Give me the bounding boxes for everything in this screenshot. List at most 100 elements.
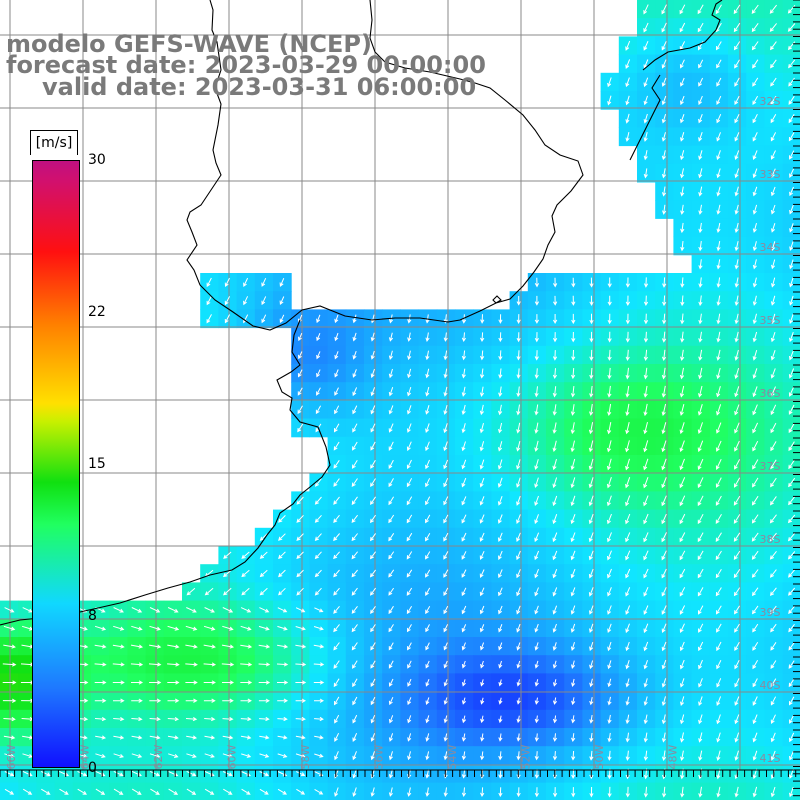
wind-arrow [333, 696, 340, 706]
wind-arrow [313, 626, 324, 631]
wind-arrow [186, 753, 197, 758]
wind-arrow [334, 369, 339, 378]
wind-arrow [498, 679, 503, 687]
wind-arrow [625, 587, 631, 597]
wind-arrow [370, 368, 375, 379]
wind-arrow [370, 624, 376, 633]
wind-arrow [552, 314, 558, 325]
wind-arrow [734, 732, 740, 743]
wind-arrow [334, 351, 339, 360]
wind-arrow [752, 186, 758, 197]
wind-arrow [788, 95, 795, 105]
wind-arrow [789, 750, 794, 761]
wind-arrow [516, 679, 521, 687]
wind-arrow [425, 459, 430, 470]
wind-arrow [316, 333, 321, 342]
lat-label: 39S [760, 606, 781, 619]
wind-arrow [734, 313, 739, 325]
wind-arrow [607, 641, 612, 652]
wind-arrow [661, 750, 667, 762]
wind-arrow [643, 277, 649, 288]
wind-arrow [534, 733, 539, 742]
wind-arrow [479, 386, 485, 397]
wind-arrow [516, 477, 521, 488]
wind-arrow [461, 660, 466, 669]
wind-arrow [589, 660, 594, 670]
wind-arrow [770, 678, 777, 688]
lon-label: 58W [299, 744, 312, 769]
wind-arrow [680, 186, 685, 197]
model-title: modelo GEFS-WAVE (NCEP) [6, 30, 372, 58]
wind-arrow [206, 314, 212, 324]
wind-arrow [734, 750, 739, 761]
wind-arrow [95, 753, 106, 758]
wind-arrow [333, 624, 340, 633]
wind-arrow [680, 77, 685, 87]
wind-arrow [388, 533, 395, 542]
wind-arrow [734, 186, 739, 197]
wind-arrow [534, 715, 539, 724]
wind-arrow [680, 295, 685, 307]
wind-arrow [203, 644, 216, 649]
wind-arrow [534, 623, 539, 633]
wind-arrow [607, 403, 612, 417]
wind-arrow [697, 550, 704, 561]
wind-arrow [788, 623, 795, 633]
wind-arrow [752, 368, 758, 379]
wind-arrow [788, 496, 796, 506]
wind-arrow [716, 641, 722, 652]
wind-arrow [516, 440, 521, 452]
wind-arrow [388, 478, 394, 488]
wind-arrow [625, 95, 630, 106]
wind-arrow [552, 587, 558, 597]
wind-arrow [752, 404, 758, 416]
wind-arrow [480, 733, 485, 742]
wind-arrow [4, 753, 15, 758]
wind-arrow [552, 679, 558, 687]
wind-arrow [278, 515, 286, 523]
wind-arrow [334, 787, 339, 797]
wind-arrow [204, 753, 215, 758]
wind-arrow [261, 277, 267, 287]
wind-arrow [607, 313, 612, 325]
wind-arrow [661, 113, 667, 124]
wind-arrow [461, 368, 466, 379]
wind-arrow [589, 732, 594, 743]
wind-arrow [498, 624, 503, 633]
wind-arrow [571, 715, 576, 724]
wind-arrow [425, 386, 430, 397]
wind-arrow [770, 168, 776, 179]
wind-arrow [570, 477, 576, 489]
wind-arrow [461, 679, 466, 687]
wind-arrow [534, 459, 539, 471]
wind-arrow [479, 496, 485, 506]
wind-arrow [516, 332, 521, 343]
wind-arrow [716, 222, 721, 234]
wind-arrow [461, 404, 466, 416]
wind-arrow [2, 662, 17, 667]
wind-arrow [224, 296, 231, 306]
wind-arrow [571, 313, 576, 325]
wind-arrow [388, 459, 394, 470]
wind-arrow [769, 4, 777, 14]
wind-arrow [751, 605, 759, 615]
wind-arrow [733, 495, 741, 506]
wind-arrow [680, 750, 685, 762]
wind-arrow [606, 495, 612, 507]
wind-arrow [607, 568, 612, 579]
wind-arrow [259, 753, 270, 758]
wind-arrow [388, 387, 394, 397]
wind-arrow [223, 587, 232, 596]
wind-arrow [788, 587, 796, 596]
wind-arrow [625, 295, 631, 307]
wind-arrow [94, 716, 107, 722]
wind-arrow [715, 4, 722, 15]
wind-arrow [789, 277, 794, 288]
wind-arrow [203, 625, 216, 631]
wind-arrow [607, 696, 612, 706]
wind-arrow [752, 623, 759, 633]
wind-arrow [715, 477, 722, 488]
wind-arrow [516, 660, 521, 669]
wind-arrow [552, 715, 558, 724]
wind-arrow [788, 368, 795, 379]
